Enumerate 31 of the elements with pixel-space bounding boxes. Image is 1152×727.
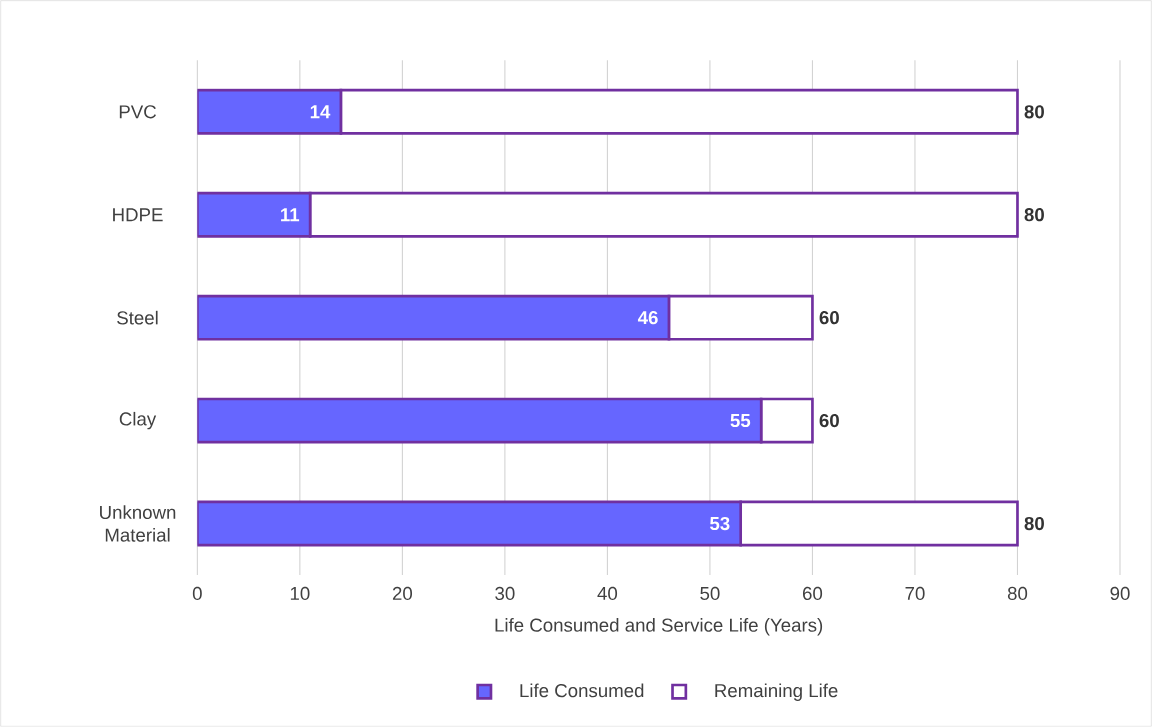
y-tick-label: Unknown Material [100,505,176,542]
data-label: 55 [730,414,751,428]
legend-label: Remaining Life [715,683,838,701]
bar [197,294,671,341]
x-tick-label: 20 [392,586,413,601]
data-label: 46 [637,311,658,325]
x-tick-label: 40 [597,586,618,601]
total-label: 60 [819,413,839,428]
x-tick-label: 90 [1110,586,1130,601]
x-tick-label: 50 [700,586,720,601]
total-label: 80 [1024,208,1044,222]
y-tick-label: PVC [119,105,157,119]
x-tick-label: 80 [1007,586,1028,601]
y-tick-label: Steel [117,310,158,325]
data-label: 14 [310,105,331,119]
y-tick-label: HDPE [113,208,163,222]
x-tick-label: 10 [290,586,310,601]
data-label: 53 [709,516,730,531]
bar [197,397,763,444]
bar [197,191,312,238]
y-tick-label: Clay [119,411,157,430]
x-tick-label: 70 [905,586,925,601]
legend-label: Life Consumed [520,683,644,698]
x-tick-label: 0 [192,586,202,601]
x-tick-label: 30 [495,586,515,601]
x-tick-label: 60 [803,586,823,601]
total-label: 80 [1024,516,1044,531]
x-axis-title: Life Consumed and Service Life (Years) [495,618,823,636]
data-label: 11 [281,208,300,222]
total-label: 60 [819,311,839,325]
total-label: 80 [1024,105,1044,119]
